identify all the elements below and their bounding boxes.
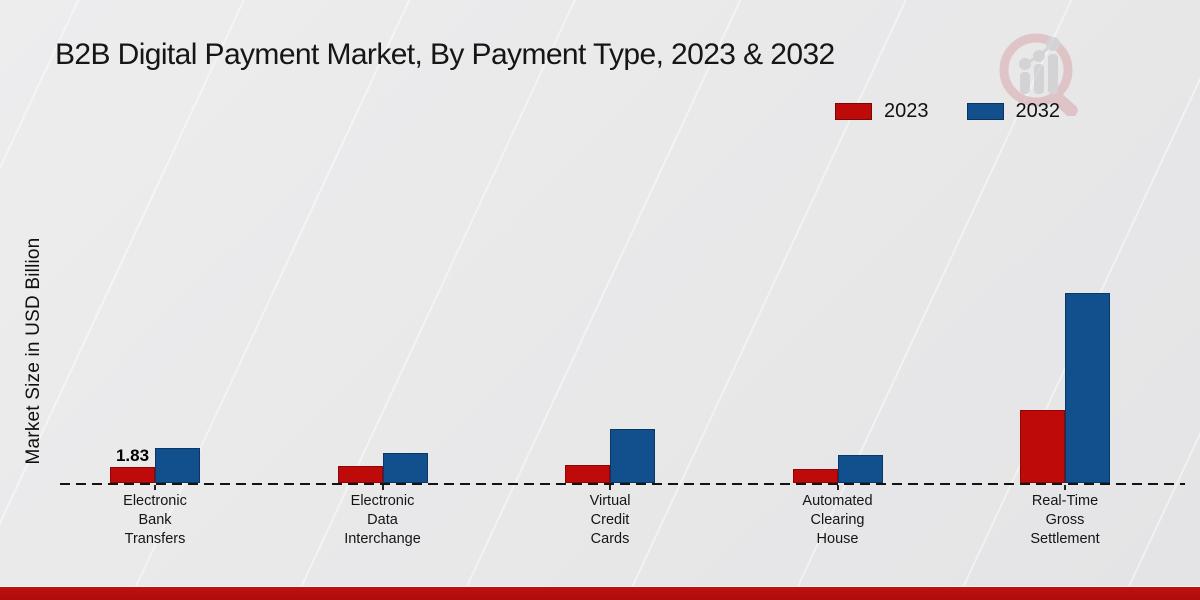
legend-label-2023: 2023 <box>884 100 929 122</box>
chart-title: B2B Digital Payment Market, By Payment T… <box>55 38 835 71</box>
bar-2023-5 <box>1020 410 1065 483</box>
chart-legend: 2023 2032 <box>835 100 1060 123</box>
x-axis-tick <box>836 485 839 490</box>
bar-2023-4 <box>792 468 838 483</box>
legend-item-2023: 2023 <box>835 100 929 123</box>
legend-label-2032: 2032 <box>1015 100 1061 122</box>
bar-2023-3 <box>565 464 610 483</box>
legend-item-2032: 2032 <box>966 100 1061 123</box>
category-label: Automated Clearing House <box>802 493 873 547</box>
bar-2032-4 <box>837 454 883 483</box>
x-axis-tick <box>609 485 611 490</box>
category-label: Electronic Bank Transfers <box>123 493 187 547</box>
bar-2032-5 <box>1065 292 1110 483</box>
bar-2023-2 <box>337 466 383 483</box>
bar-2032-2 <box>382 452 428 483</box>
bar-2032-3 <box>610 428 655 483</box>
x-axis-tick <box>154 485 156 490</box>
category-label: Electronic Data Interchange <box>344 493 421 547</box>
magnifier-bar-chart-logo-icon <box>992 32 1088 118</box>
legend-swatch-2023 <box>835 103 872 120</box>
legend-swatch-2032 <box>966 103 1004 120</box>
x-axis-tick <box>381 485 384 490</box>
x-axis-baseline <box>60 483 1185 485</box>
footer-accent-bar <box>0 586 1200 600</box>
category-label: Real-Time Gross Settlement <box>1030 493 1100 547</box>
bar-2023-1 <box>110 467 155 483</box>
x-axis-tick <box>1064 485 1066 490</box>
bar-2032-1 <box>155 448 200 483</box>
category-label: Virtual Credit Cards <box>589 493 631 547</box>
bar-value-label: 1.83 <box>115 446 150 466</box>
